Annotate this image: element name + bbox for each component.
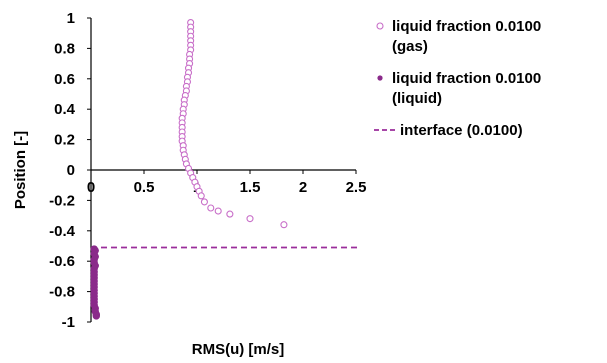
y-tick-label: -1: [62, 314, 75, 331]
legend-label: (liquid): [392, 90, 442, 107]
legend-marker: [377, 75, 383, 81]
data-point: [207, 204, 215, 212]
axes: 10.80.60.40.20-0.2-0.4-0.6-0.8-100.511.5…: [49, 10, 366, 331]
x-tick-label: 2: [299, 179, 307, 196]
y-tick-label: 0.2: [54, 132, 75, 149]
legend-label: (gas): [392, 38, 428, 55]
data-point: [92, 312, 101, 320]
x-tick-label: 0: [87, 179, 95, 196]
y-tick-label: 0.8: [54, 40, 75, 57]
data-point: [246, 215, 254, 223]
x-tick-label: 0.5: [134, 179, 155, 196]
legend-marker: [376, 22, 384, 30]
legend-label: interface (0.0100): [400, 122, 523, 139]
legend-label: liquid fraction 0.0100: [392, 70, 541, 87]
legend-item-1: liquid fraction 0.0100 (gas): [376, 18, 541, 55]
data-point: [200, 198, 208, 206]
y-tick-label: 0: [67, 162, 75, 179]
legend-item-2: liquid fraction 0.0100 (liquid): [377, 70, 541, 107]
y-tick-label: -0.4: [49, 223, 76, 240]
data-point: [197, 192, 205, 200]
y-tick-label: -0.6: [49, 253, 75, 270]
series-1: [178, 19, 288, 229]
legend-item-3: interface (0.0100): [374, 122, 523, 139]
legend-label: liquid fraction 0.0100: [392, 18, 541, 35]
y-axis-title: Position [-]: [12, 131, 29, 209]
x-tick-label: 1.5: [240, 179, 261, 196]
data-point: [280, 221, 288, 229]
y-tick-label: 1: [67, 10, 75, 27]
x-tick-label: 2.5: [346, 179, 367, 196]
data-point: [214, 207, 222, 215]
series-2: [90, 245, 101, 320]
y-tick-label: -0.2: [49, 192, 75, 209]
y-tick-label: 0.4: [54, 101, 76, 118]
legend: liquid fraction 0.0100(gas)liquid fracti…: [374, 18, 541, 139]
plot-area: [90, 19, 358, 320]
data-point: [226, 210, 234, 218]
y-tick-label: -0.8: [49, 284, 75, 301]
x-axis-title: RMS(u) [m/s]: [192, 341, 285, 358]
y-tick-label: 0.6: [54, 71, 75, 88]
